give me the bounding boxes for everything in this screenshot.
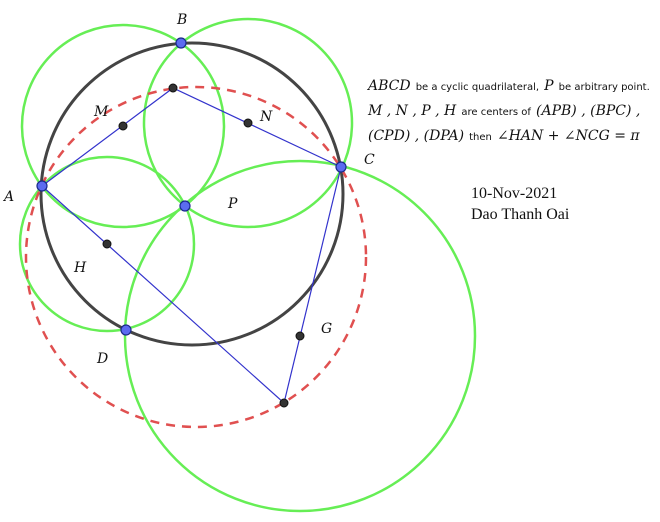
point-G bbox=[295, 331, 305, 341]
label-G: G bbox=[321, 321, 332, 337]
note-line-1: ABCD be a cyclic quadrilateral, P be arb… bbox=[368, 74, 658, 99]
note-line1-math1: ABCD bbox=[368, 78, 411, 94]
segment-path-ANC bbox=[41, 87, 342, 187]
label-M: M bbox=[93, 104, 109, 120]
label-D: D bbox=[96, 351, 108, 367]
note-line2-math1: M , N , P , H bbox=[368, 103, 457, 119]
date-text: 10-Nov-2021 bbox=[471, 185, 558, 202]
dashed-circle-mnhg bbox=[24, 85, 368, 429]
author-text: Dao Thanh Oai bbox=[471, 206, 570, 223]
note-line1-words1: be a cyclic quadrilateral, bbox=[415, 82, 540, 93]
point-N bbox=[243, 118, 253, 128]
note-line3-math1: (CPD) , (DPA) bbox=[368, 128, 465, 144]
label-C: C bbox=[364, 152, 375, 168]
label-H: H bbox=[73, 260, 87, 276]
note-line2-math2: (APB) , (BPC) , bbox=[536, 103, 641, 119]
point-M bbox=[118, 121, 128, 131]
segment-path-AGC bbox=[41, 166, 342, 405]
circle-cpd bbox=[123, 159, 477, 513]
label-P: P bbox=[227, 196, 238, 212]
point-N-vertex bbox=[168, 83, 178, 93]
point-C bbox=[335, 161, 347, 173]
theorem-note: ABCD be a cyclic quadrilateral, P be arb… bbox=[368, 74, 658, 149]
label-N: N bbox=[259, 109, 273, 125]
note-line3-math2: ∠HAN + ∠NCG = π bbox=[496, 128, 640, 144]
note-line2-words1: are centers of bbox=[461, 107, 531, 118]
point-A bbox=[36, 180, 48, 192]
note-line-2: M , N , P , H are centers of (APB) , (BP… bbox=[368, 99, 658, 124]
note-line1-words2: be arbitrary point. bbox=[558, 82, 650, 93]
circumcircle-abcd bbox=[39, 41, 345, 347]
note-line3-words1: then bbox=[469, 132, 492, 143]
note-line-3: (CPD) , (DPA) then ∠HAN + ∠NCG = π bbox=[368, 124, 658, 149]
label-A: A bbox=[2, 189, 14, 205]
point-P bbox=[179, 200, 191, 212]
label-B: B bbox=[176, 12, 187, 28]
point-G-vertex bbox=[279, 398, 289, 408]
point-B bbox=[175, 37, 187, 49]
point-D bbox=[120, 324, 132, 336]
note-line1-math2: P bbox=[544, 78, 554, 94]
circle-bpc bbox=[142, 17, 354, 229]
circle-dpa bbox=[18, 155, 196, 333]
circle-apb bbox=[20, 23, 226, 229]
point-H bbox=[102, 239, 112, 249]
